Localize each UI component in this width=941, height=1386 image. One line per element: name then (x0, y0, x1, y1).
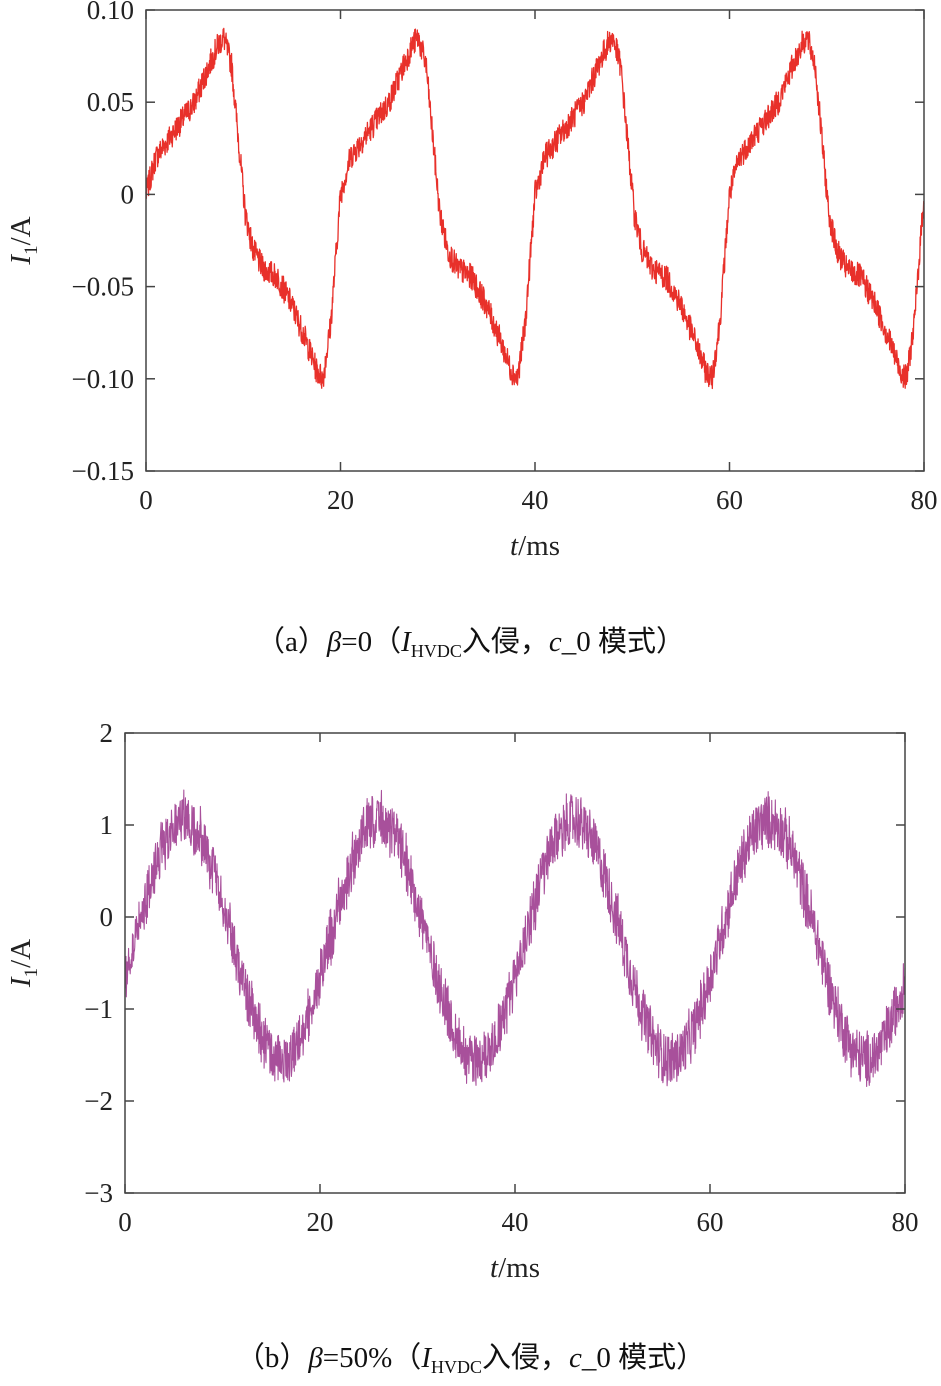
caption-a-beta-symbol: β (326, 626, 342, 658)
caption-a-beta-value: =0 (341, 626, 373, 658)
chart-b-xlabel-symbol: t (490, 1252, 499, 1284)
caption-b-mode-suffix: _0 模式 (581, 1342, 677, 1374)
chart-a-xtick-label: 40 (522, 485, 549, 515)
chart-b-ytick-label: −2 (84, 1086, 113, 1116)
caption-b-current-symbol: I (421, 1342, 431, 1374)
chart-b-ytick-label: 2 (100, 718, 114, 748)
caption-b-mode-symbol: c (569, 1342, 582, 1374)
chart-b-xtick-label: 40 (502, 1207, 529, 1237)
caption-b-beta-symbol: β (308, 1342, 323, 1374)
chart-a-ytick-label: −0.10 (72, 364, 134, 394)
chart-a-xlabel-unit: /ms (518, 530, 560, 562)
chart-a-ytick-label: −0.05 (72, 272, 134, 302)
chart-a-ytick-label: 0.10 (87, 0, 134, 25)
chart-b-xlabel-unit: /ms (498, 1252, 540, 1284)
chart-b-series-I1 (124, 789, 906, 1087)
figure-panel-b: 2 1 0 −1 −2 −3 0 20 40 60 80 t/ms I1/A （b）β=50%（IHVD… (0, 690, 941, 1386)
chart-b-xlabel: t/ms (490, 1252, 540, 1284)
chart-b-ylabel-symbol: I (5, 976, 37, 988)
chart-a-xtick-label: 20 (327, 485, 354, 515)
chart-a-xtick-label: 80 (911, 485, 938, 515)
chart-a-frame (145, 9, 925, 472)
chart-b-ytick-label: −3 (84, 1178, 113, 1208)
caption-b-paren-close: ） (676, 1342, 706, 1374)
caption-a-mode-suffix: _0 模式 (561, 626, 657, 658)
chart-a-xtick-label: 0 (139, 485, 153, 515)
chart-a-ylabel-sub: 1 (21, 245, 42, 255)
chart-b-xtick-label: 0 (118, 1207, 132, 1237)
chart-b-ylabel-sub: 1 (21, 968, 42, 978)
caption-a-paren-close: ） (656, 626, 686, 658)
caption-a-open: （a） (255, 626, 327, 658)
chart-a-ytick-label: 0.05 (87, 87, 134, 117)
caption-b-open: （b） (235, 1342, 309, 1374)
chart-a-series-I1 (145, 27, 925, 390)
caption-b: （b）β=50%（IHVDC入侵，c_0 模式） (0, 1334, 941, 1378)
chart-b-xtick-label: 80 (892, 1207, 919, 1237)
caption-b-paren-open: （ (392, 1342, 422, 1374)
caption-a-mode-symbol: c (548, 626, 562, 658)
caption-a-paren-open: （ (372, 626, 402, 658)
chart-a-ytick-label: −0.15 (72, 456, 134, 486)
figure-panel-a: 0.10 0.05 0 −0.05 −0.10 −0.15 0 20 40 60 80 t/ms I1/… (0, 0, 941, 680)
chart-a-ylabel-unit: /A (5, 216, 37, 245)
chart-a-xlabel: t/ms (510, 530, 560, 562)
caption-a-intrusion: 入侵， (461, 626, 549, 658)
caption-a-current-sub: HVDC (410, 641, 462, 661)
caption-b-intrusion: 入侵， (482, 1342, 570, 1374)
chart-a-xtick-label: 60 (716, 485, 743, 515)
chart-b-ytick-label: −1 (84, 994, 113, 1024)
chart-a-ylabel: I1/A (5, 216, 42, 265)
chart-b-ylabel: I1/A (5, 939, 42, 988)
caption-a: （a）β=0（IHVDC入侵，c_0 模式） (0, 618, 941, 662)
chart-b-ytick-label: 1 (100, 810, 114, 840)
chart-a-ylabel-symbol: I (5, 254, 37, 266)
chart-a-xlabel-symbol: t (510, 530, 519, 562)
caption-b-current-sub: HVDC (430, 1357, 482, 1377)
caption-a-current-symbol: I (401, 626, 411, 658)
chart-a-ytick-label: 0 (121, 179, 135, 209)
caption-b-beta-value: =50% (322, 1342, 393, 1374)
chart-b-ytick-label: 0 (100, 902, 114, 932)
chart-b-ylabel-unit: /A (5, 939, 37, 968)
chart-a: 0.100.050−0.05−0.10−0.150 20 40 60 80t/msI1/… (5, 0, 938, 562)
chart-b-xtick-label: 20 (307, 1207, 334, 1237)
chart-b-xtick-label: 60 (697, 1207, 724, 1237)
